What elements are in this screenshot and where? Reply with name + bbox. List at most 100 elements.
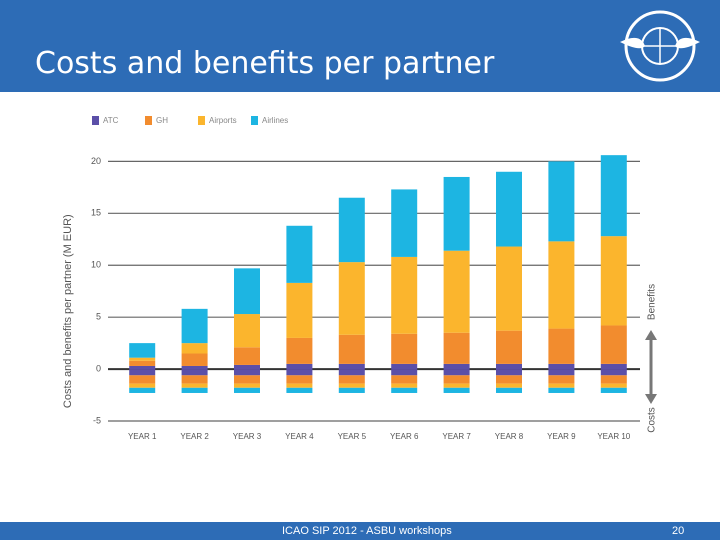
bar-segment [600,155,627,237]
legend-label: Airlines [262,116,288,125]
legend-swatch [198,116,205,125]
legend-swatch [92,116,99,125]
bar-segment [286,369,313,376]
bar-segment [600,375,627,384]
bar-segment [600,236,627,326]
bar-segment [181,308,208,344]
bar-segment [548,328,575,364]
bar-segment [391,363,418,370]
bar-segment [129,357,156,361]
y-tick-label: 20 [91,156,101,166]
y-tick-label: 5 [96,312,101,322]
x-tick-label: YEAR 4 [285,432,314,441]
bar-segment [496,171,522,247]
y-tick-label: 15 [91,208,101,218]
bar-segment [600,325,627,364]
bar-segment [286,282,313,338]
arrow-head [645,330,657,340]
bar-segment [443,375,470,384]
x-tick-label: YEAR 2 [180,432,209,441]
x-tick-label: YEAR 6 [390,432,419,441]
bar-segment [496,375,522,384]
bar-segment [129,383,156,388]
bar-segment [443,250,470,333]
x-tick-label: YEAR 9 [547,432,576,441]
bar-segment [443,387,470,393]
bar-segment [338,197,365,263]
x-tick-label: YEAR 1 [128,432,157,441]
bar-segment [338,363,365,370]
bar-segment [391,333,418,364]
bar-segment [548,241,575,329]
bar-segment [234,268,260,315]
bar-segment [286,363,313,370]
bar-segment [600,383,627,388]
bar-segment [338,387,365,393]
bar-segment [443,332,470,364]
bar-segment [181,343,208,354]
x-tick-label: YEAR 3 [233,432,262,441]
annotation: Benefits [647,284,658,320]
bar-segment [548,369,575,376]
chart: -5 0 5 10 15 20 Costs and benefits per partner… [62,116,658,441]
x-tick-label: YEAR 7 [442,432,471,441]
bar-segment [234,369,260,376]
bar-segment [496,330,522,364]
bar-segment [548,387,575,393]
bar-segment [181,375,208,384]
page-number: 20 [672,525,685,537]
bar-segment [496,246,522,331]
bar-segment [181,383,208,388]
arrow-head [645,394,657,404]
bar-segment [600,369,627,376]
x-tick-label: YEAR 10 [597,432,630,441]
bar-segment [338,375,365,384]
bar-segment [286,375,313,384]
bar-segment [443,363,470,370]
bar-segment [234,383,260,388]
bar-segment [548,375,575,384]
y-tick-label: -5 [93,415,101,425]
bar-segment [391,189,418,257]
bar-segment [496,363,522,370]
bar-segment [286,383,313,388]
bar-segment [600,387,627,393]
bar-segment [338,383,365,388]
bar-segment [443,369,470,376]
legend-label: ATC [103,116,119,125]
bar-segment [548,363,575,370]
bar-segment [338,334,365,364]
bar-segment [181,353,208,366]
bar-segment [234,375,260,384]
bar-segment [496,369,522,376]
header: Costs and benefits per partner [0,0,720,92]
bar-segment [286,337,313,364]
bar-segment [600,363,627,370]
bar-segment [338,369,365,376]
bar-segment [548,383,575,388]
bar-segment [391,375,418,384]
bar-segment [496,387,522,393]
bar-segment [181,369,208,376]
logo [620,10,700,82]
bar-segment [391,387,418,393]
y-tick-label: 10 [91,260,101,270]
legend-swatch [145,116,152,125]
bar-segment [234,364,260,370]
bar-segment [338,262,365,335]
legend-label: Airports [209,116,237,125]
legend-label: GH [156,116,168,125]
bar-segment [129,375,156,384]
bar-segment [286,225,313,283]
bar-segment [234,387,260,393]
bar-segment [234,347,260,365]
bar-segment [443,176,470,251]
x-tick-label: YEAR 5 [338,432,367,441]
legend-swatch [251,116,258,125]
bar-segment [129,365,156,370]
footer: ICAO SIP 2012 - ASBU workshops 20 [0,522,720,540]
bar-segment [391,383,418,388]
y-tick-label: 0 [96,363,101,373]
bar-segment [496,383,522,388]
slide-title: Costs and benefits per partner [35,46,495,81]
